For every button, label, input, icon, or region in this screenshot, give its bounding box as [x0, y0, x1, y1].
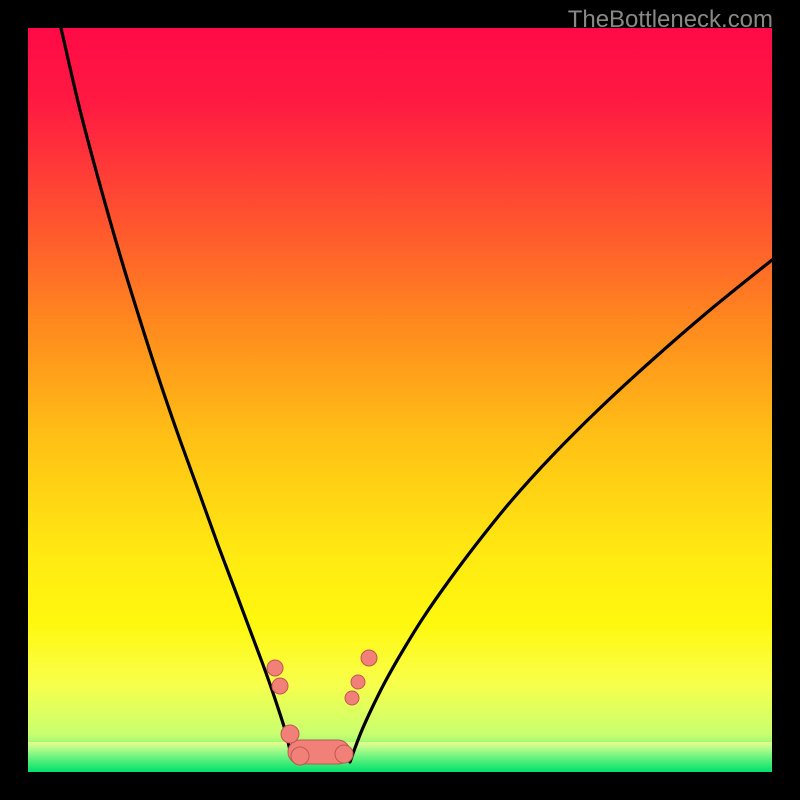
chart-root: TheBottleneck.com [0, 0, 800, 800]
watermark-text: TheBottleneck.com [568, 6, 773, 34]
plot-gradient-background [28, 28, 772, 772]
green-bottom-band [28, 742, 772, 772]
